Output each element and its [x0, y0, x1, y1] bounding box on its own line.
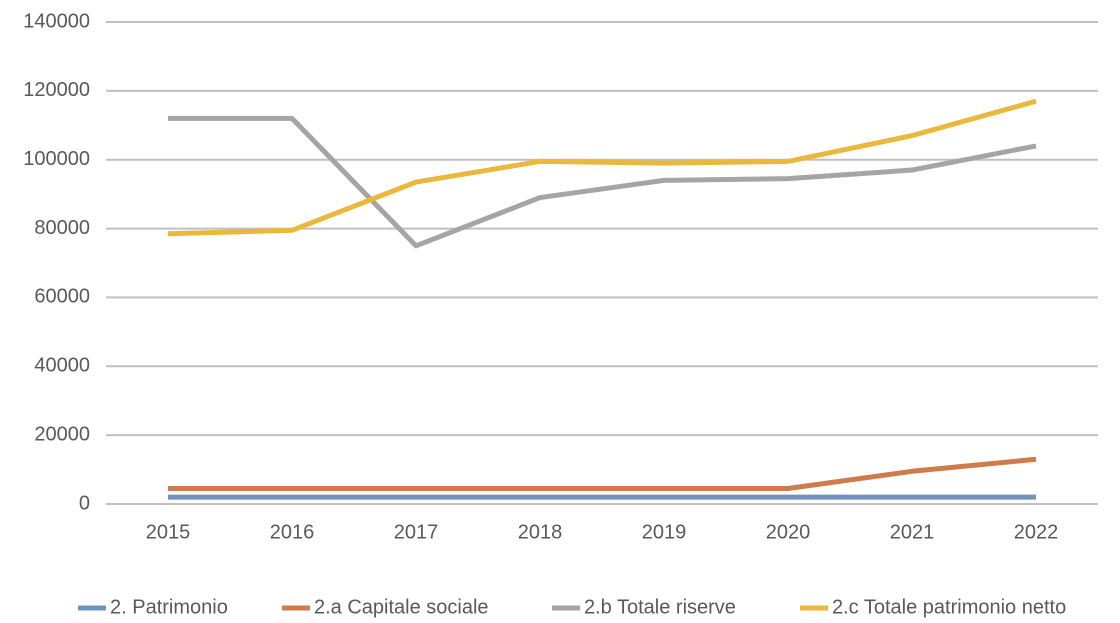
x-tick-label: 2019 — [642, 521, 687, 543]
y-tick-label: 100000 — [23, 148, 90, 170]
legend-label: 2.b Totale riserve — [584, 596, 736, 618]
y-tick-label: 40000 — [34, 355, 90, 377]
legend-label: 2.c Totale patrimonio netto — [832, 596, 1066, 618]
y-tick-label: 140000 — [23, 10, 90, 32]
x-tick-label: 2021 — [890, 521, 935, 543]
x-tick-label: 2022 — [1014, 521, 1059, 543]
x-tick-label: 2015 — [146, 521, 191, 543]
series-line — [168, 115, 1037, 249]
legend-label: 2. Patrimonio — [110, 596, 228, 618]
series-line — [167, 98, 1037, 237]
y-tick-label: 80000 — [34, 217, 90, 239]
y-tick-label: 60000 — [34, 286, 90, 308]
y-tick-label: 20000 — [34, 423, 90, 445]
y-tick-label: 120000 — [23, 79, 90, 101]
legend-label: 2.a Capitale sociale — [314, 596, 489, 618]
x-tick-label: 2016 — [270, 521, 315, 543]
x-tick-label: 2017 — [394, 521, 439, 543]
series-line — [168, 456, 1037, 492]
x-tick-label: 2018 — [518, 521, 563, 543]
x-tick-label: 2020 — [766, 521, 811, 543]
y-tick-label: 0 — [79, 492, 90, 514]
